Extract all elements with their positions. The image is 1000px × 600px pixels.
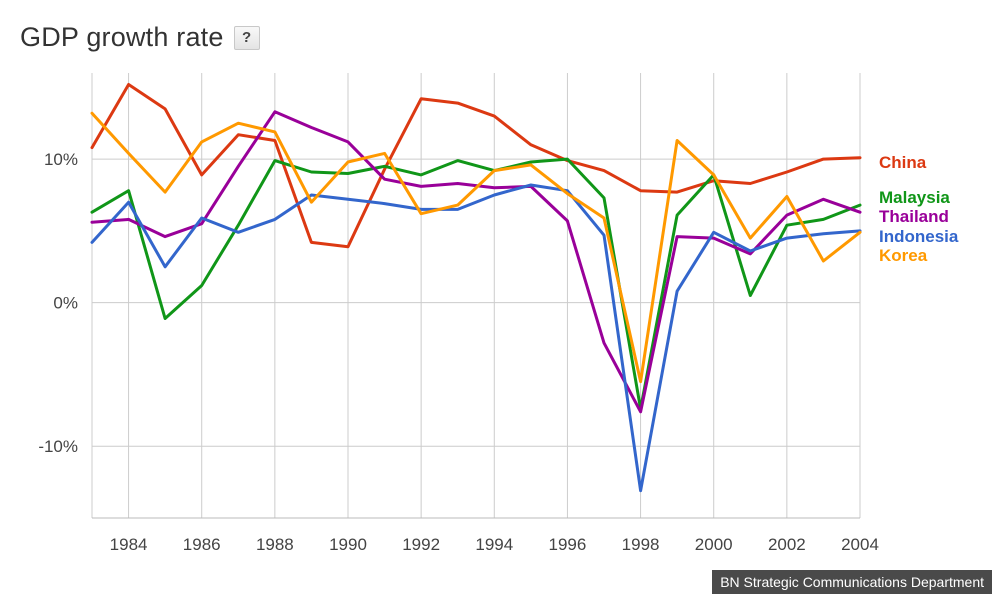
y-tick-label: 10%	[44, 150, 78, 169]
x-tick-label: 1998	[622, 535, 660, 554]
legend-entry-malaysia: Malaysia	[879, 188, 950, 207]
x-tick-label: 1992	[402, 535, 440, 554]
legend-entry-korea: Korea	[879, 246, 928, 265]
y-tick-label: 0%	[53, 294, 78, 313]
series-line-china	[90, 83, 862, 249]
x-tick-label: 1986	[183, 535, 221, 554]
x-tick-label: 2000	[695, 535, 733, 554]
series-line-thailand	[90, 110, 862, 414]
x-tick-label: 2004	[841, 535, 879, 554]
y-tick-label: -10%	[38, 437, 78, 456]
x-tick-label: 1984	[110, 535, 148, 554]
credit-caption: BN Strategic Communications Department	[712, 570, 992, 594]
legend-entry-thailand: Thailand	[879, 207, 949, 226]
x-tick-label: 2002	[768, 535, 806, 554]
legend-entry-indonesia: Indonesia	[879, 227, 959, 246]
x-tick-label: 1990	[329, 535, 367, 554]
x-tick-label: 1988	[256, 535, 294, 554]
help-button[interactable]: ?	[233, 25, 260, 50]
x-tick-label: 1994	[475, 535, 513, 554]
x-tick-label: 1996	[549, 535, 587, 554]
legend-entry-china: China	[879, 153, 927, 172]
series-line-malaysia	[90, 157, 862, 411]
series-line-korea	[90, 111, 862, 384]
series-line-indonesia	[90, 183, 862, 493]
chart-header: GDP growth rate ?	[20, 22, 260, 53]
chart-title: GDP growth rate	[20, 22, 224, 52]
